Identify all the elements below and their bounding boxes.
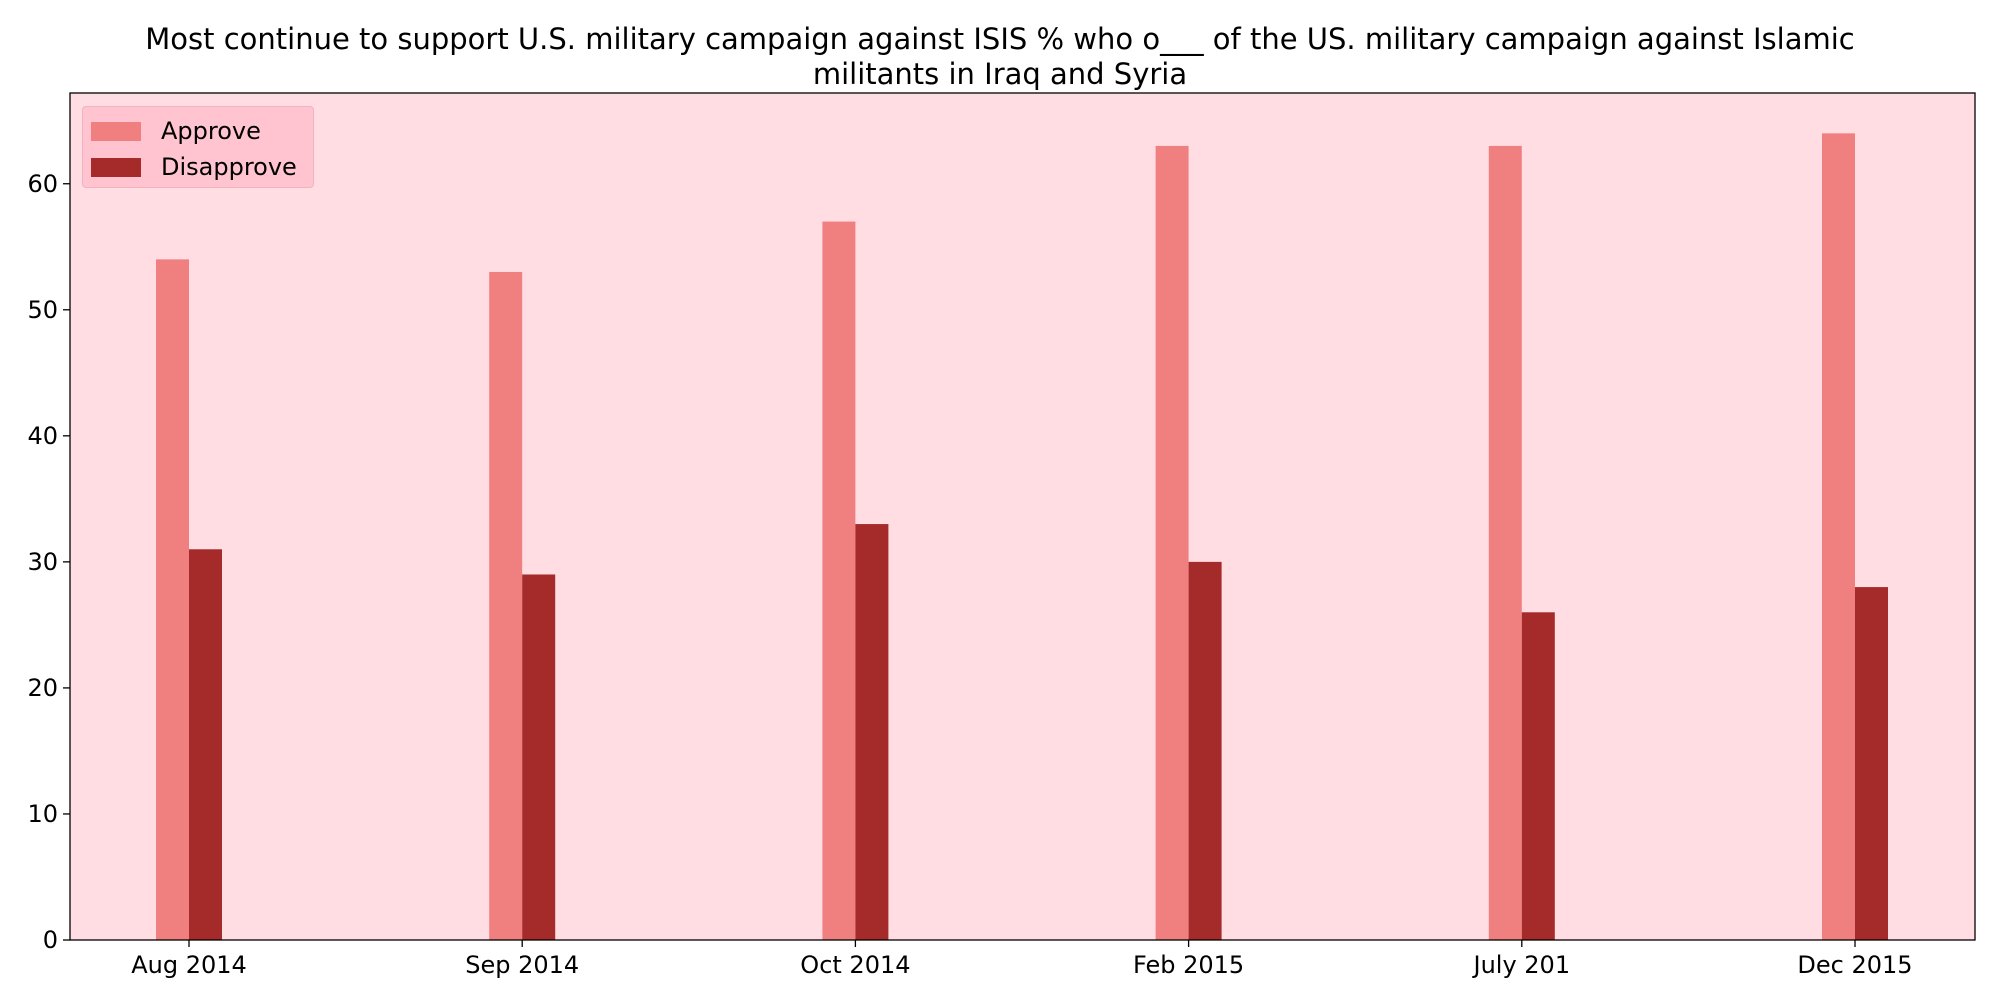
plot-area [70,93,1975,940]
chart-title-line-1: Most continue to support U.S. military c… [145,22,1855,56]
bar-disapprove-1 [522,574,556,940]
y-tick-label: 50 [27,296,58,324]
chart-legend: Approve Disapprove [82,106,314,188]
x-tick-label: Feb 2015 [1133,951,1244,979]
bar-approve-5 [1822,133,1855,941]
bar-disapprove-3 [1188,561,1222,940]
bar-disapprove-0 [189,549,222,940]
y-tick-label: 0 [43,926,58,954]
y-tick-label: 10 [27,800,58,828]
bar-approve-0 [156,259,189,940]
y-tick-label: 40 [27,422,58,450]
x-tick-label: Oct 2014 [800,951,910,979]
plot-frame [69,92,1976,941]
legend-item-approve: Approve [91,117,261,145]
x-tick-label: Aug 2014 [131,951,247,979]
x-tick-label: July 201 [1471,951,1570,979]
legend-item-disapprove: Disapprove [91,153,297,181]
bar-disapprove-2 [855,524,889,940]
y-tick-label: 60 [27,170,58,198]
x-tick-label: Sep 2014 [465,951,579,979]
legend-label-approve: Approve [161,117,261,145]
y-tick-label: 20 [27,674,58,702]
bar-approve-1 [489,271,523,941]
bar-approve-4 [1488,145,1522,940]
chart-title-line-2: militants in Iraq and Syria [812,57,1188,91]
bar-disapprove-4 [1521,612,1555,940]
x-tick-label: Dec 2015 [1797,951,1912,979]
y-tick-label: 30 [27,548,58,576]
legend-swatch-disapprove [91,157,141,177]
bar-approve-2 [822,221,856,940]
legend-swatch-approve [91,121,141,141]
bar-disapprove-5 [1855,587,1888,940]
legend-label-disapprove: Disapprove [161,153,297,181]
bar-approve-3 [1155,145,1189,940]
